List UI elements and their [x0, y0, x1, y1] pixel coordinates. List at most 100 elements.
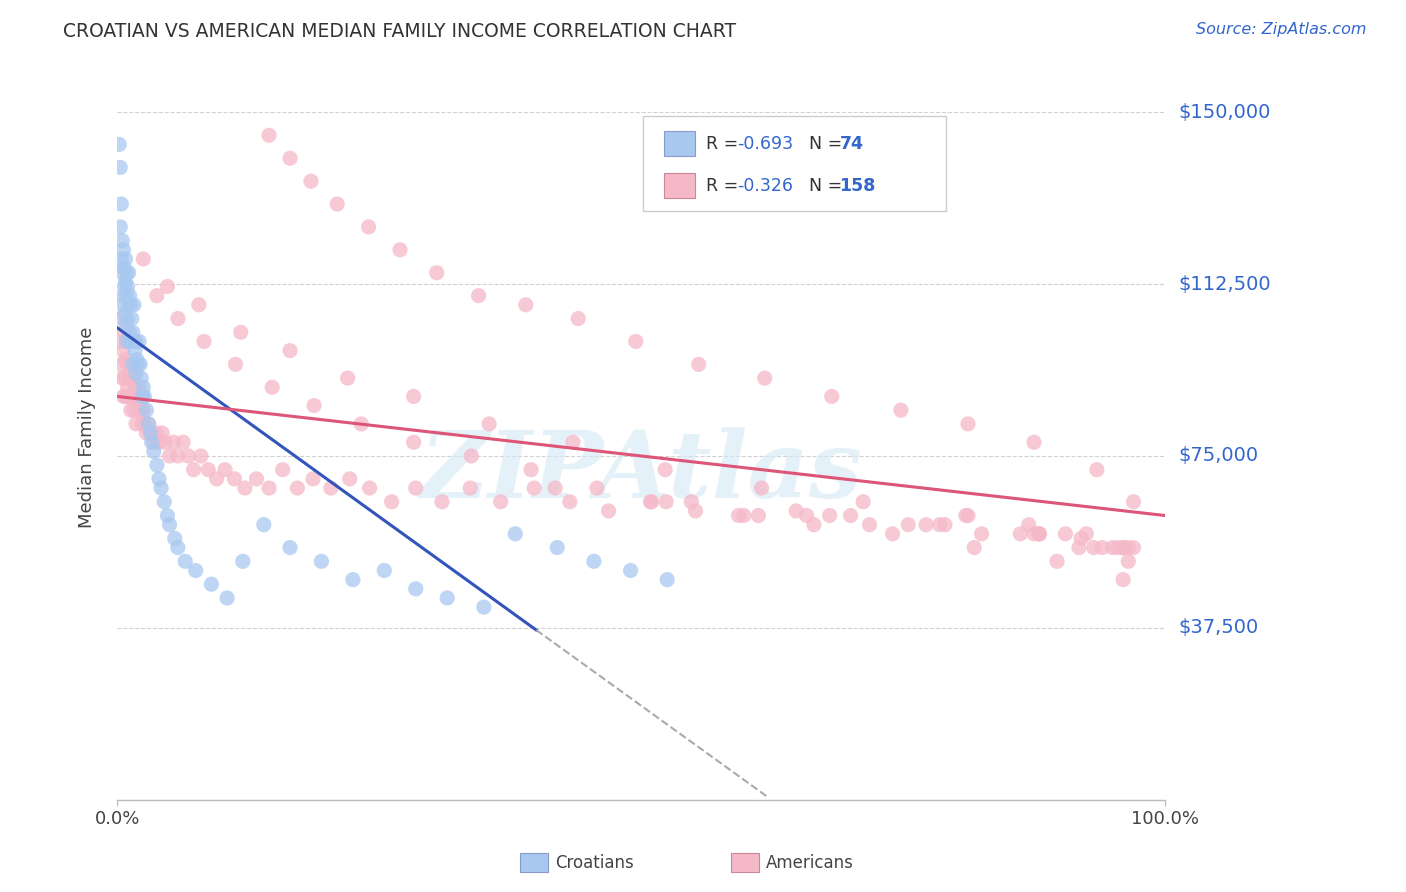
Point: [141, 435, 163, 450]
Point: [111, 311, 134, 326]
Point: [1101, 541, 1123, 555]
Point: [153, 495, 176, 509]
Point: [112, 389, 135, 403]
Point: [405, 481, 427, 495]
Point: [1022, 526, 1045, 541]
Point: [125, 389, 148, 403]
Point: [1010, 526, 1032, 541]
Point: [110, 357, 132, 371]
Point: [117, 334, 139, 349]
Point: [342, 573, 364, 587]
Point: [1116, 541, 1139, 555]
Point: [124, 343, 146, 358]
Point: [135, 425, 157, 440]
Point: [278, 541, 301, 555]
Point: [132, 252, 155, 266]
Point: [125, 417, 148, 431]
Point: [956, 417, 979, 431]
Point: [125, 389, 148, 403]
Point: [350, 417, 373, 431]
Point: [467, 288, 489, 302]
Point: [159, 517, 181, 532]
Point: [122, 403, 145, 417]
Point: [472, 600, 495, 615]
Point: [118, 288, 141, 302]
Point: [114, 326, 136, 340]
Point: [229, 326, 252, 340]
Point: [546, 541, 568, 555]
Point: [114, 279, 136, 293]
Point: [174, 554, 197, 568]
Point: [114, 275, 136, 289]
Point: [122, 334, 145, 349]
Point: [114, 352, 136, 367]
Point: [108, 137, 131, 152]
Point: [121, 357, 143, 371]
Point: [426, 266, 449, 280]
Point: [124, 380, 146, 394]
Point: [359, 481, 381, 495]
Point: [117, 298, 139, 312]
Point: [1112, 541, 1135, 555]
Point: [336, 371, 359, 385]
Point: [233, 481, 256, 495]
Point: [131, 417, 153, 431]
Point: [262, 380, 284, 394]
Point: [150, 481, 173, 495]
Point: [586, 481, 609, 495]
Point: [127, 357, 149, 371]
Point: [142, 435, 165, 450]
Point: [389, 243, 412, 257]
Point: [818, 508, 841, 523]
Point: [271, 463, 294, 477]
Point: [120, 334, 142, 349]
Point: [146, 288, 169, 302]
Point: [803, 517, 825, 532]
Text: N =: N =: [808, 135, 848, 153]
Point: [132, 380, 155, 394]
Point: [110, 334, 132, 349]
Point: [285, 481, 308, 495]
Point: [858, 517, 880, 532]
Point: [640, 495, 662, 509]
Point: [357, 219, 380, 234]
Point: [1067, 541, 1090, 555]
Point: [278, 343, 301, 358]
Point: [1107, 541, 1129, 555]
Point: [1028, 526, 1050, 541]
Text: -0.693: -0.693: [737, 135, 793, 153]
Text: Source: ZipAtlas.com: Source: ZipAtlas.com: [1197, 22, 1367, 37]
Point: [956, 508, 979, 523]
Point: [117, 279, 139, 293]
Point: [172, 435, 194, 450]
Point: [460, 449, 482, 463]
Point: [1028, 526, 1050, 541]
Point: [1076, 526, 1098, 541]
Text: $37,500: $37,500: [1178, 618, 1260, 637]
Point: [125, 352, 148, 367]
Point: [120, 298, 142, 312]
Point: [558, 495, 581, 509]
Point: [214, 463, 236, 477]
Point: [120, 371, 142, 385]
Point: [1070, 532, 1092, 546]
Point: [122, 298, 145, 312]
Point: [1018, 517, 1040, 532]
Point: [963, 541, 986, 555]
Point: [163, 532, 186, 546]
Point: [339, 472, 361, 486]
Point: [598, 504, 620, 518]
Point: [128, 334, 150, 349]
Point: [112, 288, 135, 302]
Point: [785, 504, 807, 518]
Text: $75,000: $75,000: [1178, 447, 1258, 466]
Point: [114, 371, 136, 385]
Point: [544, 481, 567, 495]
Point: [852, 495, 875, 509]
Point: [515, 298, 537, 312]
Point: [134, 417, 156, 431]
Point: [751, 481, 773, 495]
Point: [654, 463, 676, 477]
Text: $150,000: $150,000: [1178, 103, 1271, 122]
Point: [129, 403, 152, 417]
